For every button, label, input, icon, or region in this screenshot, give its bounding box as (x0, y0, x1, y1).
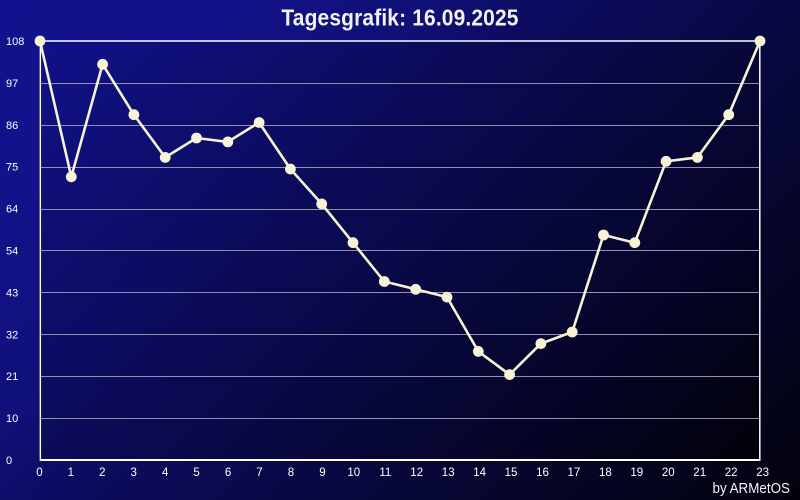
svg-text:0: 0 (36, 467, 42, 479)
svg-text:10: 10 (6, 413, 18, 425)
svg-text:8: 8 (288, 467, 294, 479)
svg-text:23: 23 (756, 467, 769, 479)
svg-text:1: 1 (68, 467, 74, 479)
svg-text:21: 21 (693, 467, 706, 479)
svg-text:15: 15 (505, 467, 518, 479)
svg-text:54: 54 (6, 246, 18, 258)
svg-text:2: 2 (99, 467, 105, 479)
svg-text:3: 3 (130, 467, 136, 479)
svg-text:10: 10 (347, 467, 360, 479)
svg-text:86: 86 (6, 120, 18, 132)
svg-text:11: 11 (379, 467, 391, 479)
svg-text:22: 22 (725, 467, 738, 479)
svg-text:12: 12 (410, 467, 423, 479)
svg-text:by ARMetOS: by ARMetOS (712, 480, 789, 497)
svg-text:16: 16 (536, 467, 549, 479)
svg-text:97: 97 (6, 78, 18, 90)
svg-text:9: 9 (319, 467, 325, 479)
svg-text:108: 108 (6, 36, 24, 48)
svg-text:20: 20 (662, 467, 675, 479)
svg-text:64: 64 (6, 204, 18, 216)
svg-text:19: 19 (630, 467, 643, 479)
svg-text:21: 21 (6, 371, 18, 383)
svg-text:7: 7 (256, 467, 262, 479)
svg-text:17: 17 (568, 467, 581, 479)
svg-text:14: 14 (473, 467, 486, 479)
svg-text:6: 6 (225, 467, 231, 479)
svg-text:0: 0 (6, 455, 12, 467)
svg-text:75: 75 (6, 162, 18, 174)
svg-text:4: 4 (162, 467, 169, 479)
svg-text:Tagesgrafik: 16.09.2025: Tagesgrafik: 16.09.2025 (281, 5, 518, 31)
svg-text:32: 32 (6, 329, 18, 341)
svg-text:18: 18 (599, 467, 612, 479)
svg-text:43: 43 (6, 287, 18, 299)
svg-text:5: 5 (193, 467, 199, 479)
svg-text:13: 13 (442, 467, 455, 479)
